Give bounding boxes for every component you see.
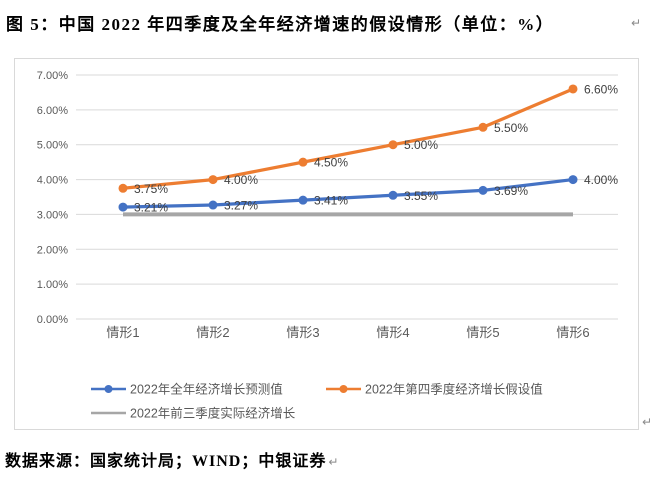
y-tick-label: 4.00%	[37, 175, 68, 187]
paragraph-mark-icon: ↵	[642, 415, 653, 429]
data-point	[208, 175, 218, 185]
data-point	[118, 202, 128, 212]
y-tick-label: 7.00%	[37, 70, 68, 82]
data-point	[568, 84, 578, 94]
legend-marker-dot	[104, 385, 113, 393]
data-point	[118, 183, 128, 193]
figure-title: 图 5：中国 2022 年四季度及全年经济增速的假设情形（单位：%）	[6, 15, 555, 34]
legend-label: 2022年第四季度经济增长假设值	[365, 382, 543, 397]
data-label: 4.00%	[584, 173, 618, 187]
data-label: 3.41%	[314, 194, 348, 208]
data-label: 3.75%	[134, 182, 168, 196]
paragraph-mark-icon: ↵	[328, 455, 340, 469]
data-label: 3.27%	[224, 199, 258, 213]
y-tick-label: 5.00%	[37, 140, 68, 152]
paragraph-mark-icon: ↵	[631, 16, 642, 30]
x-category-label: 情形1	[106, 325, 139, 340]
x-category-label: 情形6	[556, 325, 589, 340]
data-label: 3.21%	[134, 201, 168, 215]
legend-marker-dot	[339, 385, 348, 393]
y-tick-label: 1.00%	[37, 279, 68, 291]
data-label: 5.50%	[494, 121, 528, 135]
legend-label: 2022年前三季度实际经济增长	[130, 406, 296, 421]
series-line-1	[122, 87, 574, 190]
data-label: 3.69%	[494, 184, 528, 198]
data-label: 6.60%	[584, 82, 618, 96]
y-tick-label: 0.00%	[37, 314, 68, 326]
data-label: 4.00%	[224, 173, 258, 187]
data-source-note: 数据来源：国家统计局；WIND；中银证券 ↵	[5, 447, 339, 471]
data-source-text: 数据来源：国家统计局；WIND；中银证券	[5, 453, 327, 470]
chart-area: 0.00% 1.00% 2.00% 3.00% 4.00% 5.00% 6.00% 7.00%…	[14, 58, 639, 430]
data-label: 5.00%	[404, 138, 438, 152]
data-point	[298, 157, 308, 167]
y-tick-label: 2.00%	[37, 244, 68, 256]
x-category-label: 情形2	[196, 325, 229, 340]
data-point	[478, 185, 488, 195]
data-label: 3.55%	[404, 189, 438, 203]
series-line-0	[122, 177, 574, 209]
data-point	[478, 122, 488, 132]
data-point	[388, 190, 398, 200]
x-category-label: 情形4	[376, 325, 409, 340]
legend-label: 2022年全年经济增长预测值	[130, 382, 283, 397]
x-category-label: 情形3	[286, 325, 319, 340]
data-point	[208, 200, 218, 210]
data-point	[388, 140, 398, 150]
line-chart: 0.00% 1.00% 2.00% 3.00% 4.00% 5.00% 6.00% 7.00%…	[37, 70, 619, 421]
x-category-label: 情形5	[466, 325, 499, 340]
data-label: 4.50%	[314, 156, 348, 170]
y-tick-label: 3.00%	[37, 209, 68, 221]
data-point	[298, 195, 308, 205]
y-tick-label: 6.00%	[37, 105, 68, 117]
data-point	[568, 175, 578, 185]
